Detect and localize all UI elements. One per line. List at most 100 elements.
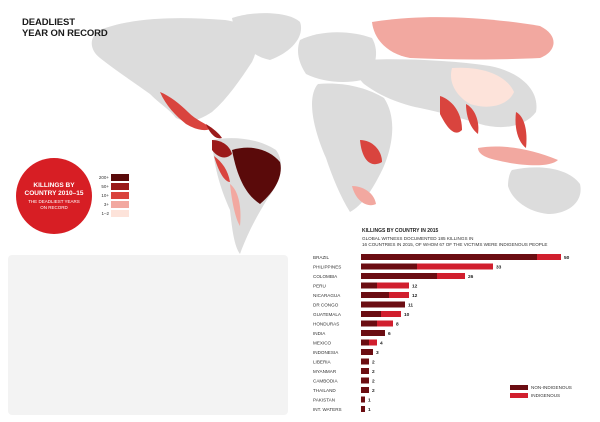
- bar-value-label: 26: [468, 274, 474, 280]
- indonesia-region: [478, 146, 558, 166]
- bar-non-indigenous: [361, 301, 405, 308]
- bar-non-indigenous: [361, 339, 369, 346]
- map-legend-item: 50+: [95, 183, 131, 191]
- country-label: INDIA: [313, 331, 326, 336]
- bar-non-indigenous: [361, 263, 417, 270]
- bar-non-indigenous: [361, 330, 385, 336]
- bar-value-label: 2: [372, 369, 375, 375]
- map-legend-swatch: [111, 174, 129, 181]
- north-america-landmass: [91, 18, 257, 121]
- bar-non-indigenous: [361, 406, 365, 412]
- map-legend-swatch: [111, 183, 129, 190]
- bar-value-label: 8: [396, 321, 399, 327]
- bar-indigenous: [537, 254, 561, 260]
- bar-value-label: 10: [404, 312, 410, 318]
- bar-value-label: 1: [368, 407, 371, 413]
- bar-non-indigenous: [361, 396, 365, 403]
- chart-legend-label: NON-INDIGENOUS: [531, 385, 572, 390]
- bar-non-indigenous: [361, 358, 369, 365]
- country-label: BRAZIL: [313, 255, 330, 260]
- bar-value-label: 12: [412, 283, 418, 289]
- peru-region: [214, 156, 230, 182]
- bar-indigenous: [417, 263, 493, 270]
- bar-non-indigenous: [361, 377, 369, 384]
- country-label: INDONESIA: [313, 350, 339, 355]
- map-key-subheading: THE DEADLIEST YEARS ON RECORD: [28, 199, 80, 210]
- bar-value-label: 11: [408, 302, 413, 308]
- country-label: HONDURAS: [313, 321, 339, 326]
- country-label: GUATEMALA: [313, 312, 342, 317]
- south-africa-region: [352, 186, 376, 206]
- bar-value-label: 2: [372, 388, 375, 394]
- india-region: [440, 96, 462, 133]
- faded-background-panel: [8, 255, 288, 415]
- country-label: CAMBODIA: [313, 378, 338, 383]
- map-legend-swatch: [111, 210, 129, 217]
- map-legend-label: 1–2: [101, 211, 109, 216]
- bar-non-indigenous: [361, 292, 389, 298]
- bar-non-indigenous: [361, 282, 377, 289]
- bar-non-indigenous: [361, 349, 373, 355]
- map-legend-swatch: [111, 201, 129, 208]
- page-title: DEADLIEST YEAR ON RECORD: [22, 17, 108, 39]
- bar-indigenous: [389, 292, 409, 298]
- bar-value-label: 12: [412, 293, 418, 299]
- bar-indigenous: [377, 320, 393, 327]
- map-legend-swatch: [111, 192, 129, 199]
- bar-value-label: 33: [496, 264, 502, 270]
- bar-value-label: 4: [380, 340, 383, 346]
- bar-value-label: 2: [372, 378, 375, 384]
- china-region: [450, 67, 514, 107]
- chart-legend-item: NON-INDIGENOUS: [510, 385, 580, 391]
- bar-non-indigenous: [361, 254, 537, 260]
- myanmar-region: [466, 104, 479, 134]
- chart-subtitle: GLOBAL WITNESS DOCUMENTED 185 KILLINGS I…: [362, 236, 548, 247]
- country-label: PERU: [313, 283, 326, 288]
- australia-landmass: [508, 167, 581, 214]
- brazil-region: [232, 147, 281, 204]
- map-key-badge: KILLINGS BY COUNTRY 2010–15 THE DEADLIES…: [16, 158, 92, 234]
- map-legend-item: 10+: [95, 192, 131, 200]
- bar-value-label: 50: [564, 255, 570, 261]
- bar-non-indigenous: [361, 320, 377, 327]
- bar-indigenous: [377, 282, 409, 289]
- map-legend-item: 1–2: [95, 210, 131, 218]
- bar-non-indigenous: [361, 387, 369, 393]
- country-label: PHILIPPINES: [313, 264, 341, 269]
- chile-argentina-region: [230, 184, 241, 226]
- country-label: COLOMBIA: [313, 274, 338, 279]
- chart-title: KILLINGS BY COUNTRY IN 2015: [362, 228, 439, 234]
- africa-landmass: [312, 83, 393, 212]
- dr-congo-region: [360, 140, 382, 165]
- philippines-region: [515, 112, 527, 148]
- russia-region: [372, 17, 554, 60]
- map-key-heading: KILLINGS BY COUNTRY 2010–15: [24, 182, 84, 197]
- country-label: NICARAGUA: [313, 293, 341, 298]
- chart-legend-swatch: [510, 385, 528, 391]
- country-label: DR CONGO: [313, 302, 339, 307]
- bar-indigenous: [369, 339, 377, 346]
- bar-value-label: 2: [372, 359, 375, 365]
- country-label: INT. WATERS: [313, 407, 342, 412]
- chart-legend-label: INDIGENOUS: [531, 393, 561, 398]
- bar-indigenous: [437, 273, 465, 279]
- mexico-region: [160, 92, 212, 131]
- central-america-region: [206, 124, 222, 139]
- bar-value-label: 6: [388, 331, 391, 337]
- map-legend-item: 200+: [95, 174, 131, 182]
- bar-non-indigenous: [361, 311, 381, 317]
- country-label: MYANMAR: [313, 369, 337, 374]
- map-legend: 200+ 50+ 10+ 3+ 1–2: [95, 174, 131, 219]
- country-label: LIBERIA: [313, 359, 332, 364]
- map-legend-label: 3+: [103, 202, 109, 207]
- country-label: THAILAND: [313, 388, 336, 393]
- colombia-region: [212, 140, 232, 158]
- map-legend-label: 50+: [101, 184, 109, 189]
- country-label: PAKISTAN: [313, 397, 335, 402]
- chart-legend-item: INDIGENOUS: [510, 393, 580, 399]
- map-legend-label: 200+: [98, 175, 109, 180]
- chart-legend-swatch: [510, 393, 528, 399]
- bar-value-label: 1: [368, 397, 371, 403]
- bar-non-indigenous: [361, 273, 437, 279]
